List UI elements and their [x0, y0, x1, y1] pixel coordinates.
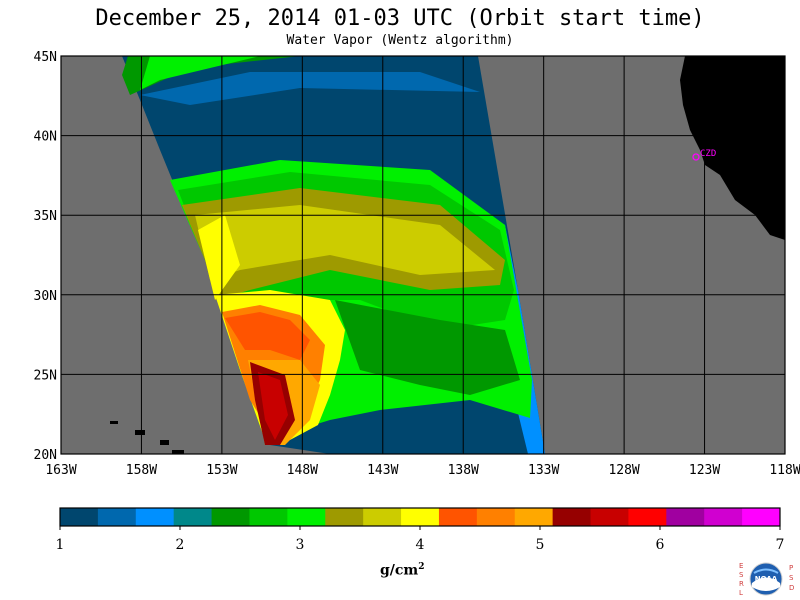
colorbar-tick-label: 7 [776, 537, 785, 553]
colorbar-swatch [249, 508, 288, 526]
colorbar-swatch [666, 508, 705, 526]
units-exponent: 2 [418, 562, 425, 572]
latitude-label: 40N [34, 130, 57, 145]
land-mass [680, 56, 785, 240]
colorbar-swatch [514, 508, 554, 526]
map-frame [60, 55, 786, 455]
colorbar-swatch [135, 508, 175, 526]
latitude-label: 35N [34, 209, 57, 224]
colorbar-swatch [401, 508, 440, 526]
logo-letter: L [739, 589, 743, 597]
longitude-label: 163W [45, 463, 76, 478]
island [172, 450, 184, 454]
colorbar-tick-label: 6 [656, 537, 665, 553]
colorbar-swatch [590, 508, 629, 526]
colorbar-swatch [60, 508, 99, 526]
island [160, 440, 169, 445]
longitude-label: 158W [126, 463, 157, 478]
longitude-label: 148W [287, 463, 318, 478]
latitude-label: 25N [34, 368, 57, 383]
colorbar-swatch [97, 508, 137, 526]
colorbar-tick-label: 4 [416, 537, 425, 553]
units-text: g/cm [380, 562, 419, 579]
longitude-label: 153W [206, 463, 237, 478]
island [135, 430, 145, 435]
logo-letter: R [739, 580, 744, 588]
colorbar-swatch [742, 508, 781, 526]
longitude-label: 118W [769, 463, 800, 478]
latitude-label: 45N [34, 50, 57, 65]
colorbar-units: g/cm2 [380, 562, 425, 579]
longitude-labels: 163W 158W 153W 148W 143W 138W 133W 128W 123W 118W [45, 463, 800, 478]
colorbar-swatch [363, 508, 402, 526]
colorbar-tick-label: 1 [56, 537, 65, 553]
station-label: CZD [700, 149, 716, 159]
page-title: December 25, 2014 01-03 UTC (Orbit start… [95, 6, 705, 31]
latitude-labels: 45N 40N 35N 30N 25N 20N [34, 50, 57, 463]
water-vapor-swath [122, 56, 545, 454]
colorbar-swatch [552, 508, 592, 526]
colorbar-swatch [704, 508, 743, 526]
logo-letter: P [789, 564, 793, 572]
island [110, 421, 118, 424]
colorbar-swatch [287, 508, 326, 526]
graticule [61, 56, 785, 454]
latitude-label: 20N [34, 448, 57, 463]
colorbar-swatch [325, 508, 364, 526]
colorbar-swatch [628, 508, 667, 526]
logo-letter: E [739, 562, 743, 570]
station-marker [692, 153, 700, 161]
logo-letter: S [789, 574, 794, 582]
longitude-label: 133W [528, 463, 559, 478]
longitude-label: 138W [448, 463, 479, 478]
colorbar-swatch [476, 508, 516, 526]
colorbar-tick-label: 2 [176, 537, 185, 553]
longitude-label: 123W [689, 463, 720, 478]
colorbar-tick-label: 3 [296, 537, 305, 553]
colorbar [59, 507, 781, 527]
page-subtitle: Water Vapor (Wentz algorithm) [286, 33, 514, 48]
logo-letter: S [739, 571, 744, 579]
latitude-label: 30N [34, 289, 57, 304]
colorbar-tick-label: 5 [536, 537, 545, 553]
colorbar-swatch [438, 508, 478, 526]
colorbar-swatch [173, 508, 213, 526]
colorbar-ticks: 1 2 3 4 5 6 7 [56, 526, 785, 553]
longitude-label: 128W [608, 463, 639, 478]
logo-letter: D [789, 584, 794, 592]
colorbar-swatch [211, 508, 250, 526]
logo-name: NOAA [755, 575, 778, 583]
longitude-label: 143W [367, 463, 398, 478]
